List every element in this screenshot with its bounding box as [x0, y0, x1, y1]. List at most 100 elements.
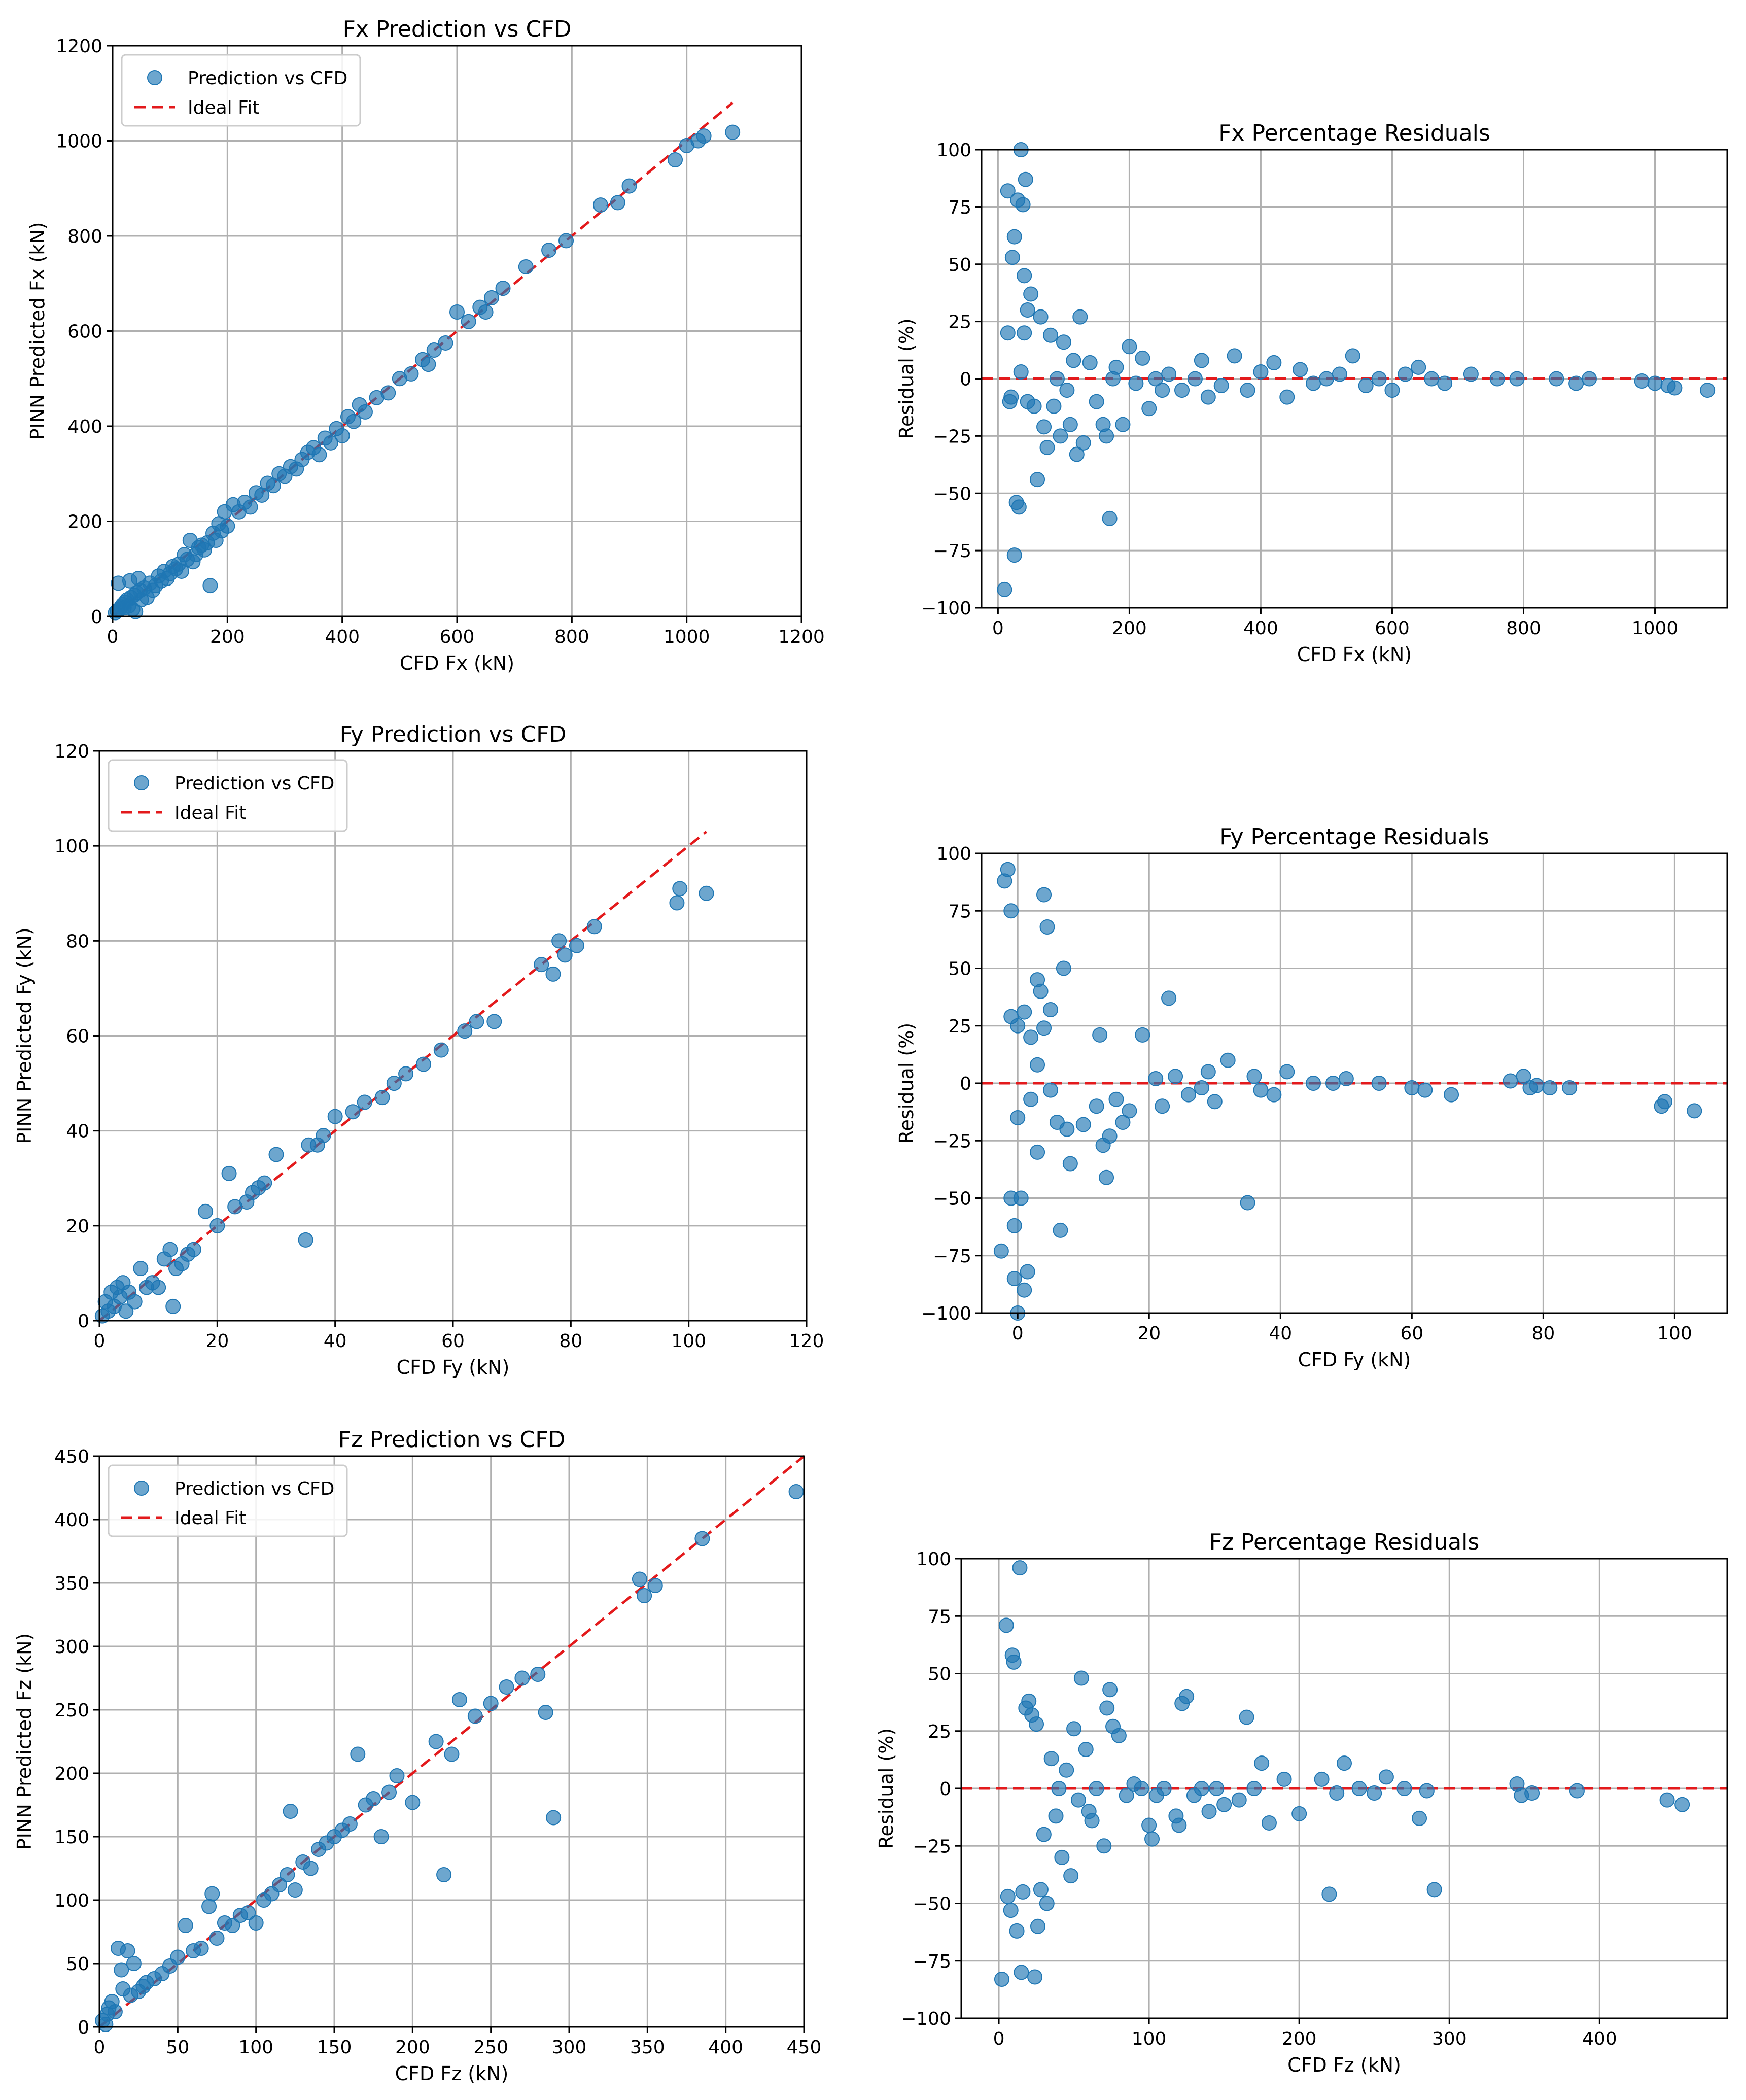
data-point: [107, 2004, 123, 2019]
data-point: [1000, 862, 1016, 877]
data-point: [1261, 1815, 1277, 1831]
x-tick-label: 120: [789, 1331, 824, 1352]
data-point: [405, 1795, 421, 1810]
ideal-fit-line: [98, 1455, 805, 2028]
data-point: [1003, 389, 1019, 405]
y-tick-label: 600: [67, 322, 102, 342]
data-point: [632, 1571, 647, 1587]
data-point: [1200, 1064, 1216, 1080]
data-point: [1030, 472, 1045, 488]
legend-label-prediction: Prediction vs CFD: [188, 68, 347, 89]
data-point: [257, 1175, 272, 1191]
data-point: [268, 1147, 284, 1162]
x-tick-label: 60: [1400, 1323, 1423, 1344]
data-point: [1043, 1751, 1059, 1767]
data-point: [1161, 990, 1177, 1006]
data-point: [1017, 268, 1032, 284]
data-point: [451, 1692, 467, 1707]
data-point: [345, 1104, 361, 1120]
chart-title: Fz Prediction vs CFD: [338, 1427, 566, 1453]
x-tick-label: 400: [1243, 618, 1278, 639]
x-tick-label: 0: [107, 627, 119, 647]
data-point: [1102, 1682, 1118, 1698]
data-point: [1033, 1882, 1049, 1898]
data-point: [186, 1242, 201, 1257]
data-point: [1135, 1027, 1150, 1043]
data-point: [1020, 302, 1035, 318]
fx-pred-chart: 0 200 400 600 800 1000 1200 0 200 400 600 800 1000 12…: [26, 16, 825, 674]
data-point: [162, 1242, 178, 1257]
x-tick-label: 20: [1137, 1323, 1161, 1344]
legend-label-ideal: Ideal Fit: [174, 803, 246, 823]
data-point: [1700, 383, 1716, 398]
y-axis-label: PINN Predicted Fx (kN): [26, 222, 49, 440]
data-point: [1000, 183, 1016, 199]
y-axis-label: Residual (%): [895, 1023, 918, 1144]
data-point: [1318, 371, 1334, 387]
data-point: [1015, 1884, 1031, 1900]
x-tick-label: 300: [1432, 2028, 1467, 2049]
data-point: [1529, 1078, 1545, 1093]
legend-label-prediction: Prediction vs CFD: [174, 1478, 334, 1499]
y-tick-label: 100: [54, 836, 89, 857]
data-point: [1332, 366, 1347, 382]
y-tick-label: 350: [54, 1573, 89, 1594]
data-point: [1029, 1716, 1044, 1732]
legend-label-ideal: Ideal Fit: [174, 1508, 246, 1529]
data-point: [1053, 1222, 1068, 1238]
y-tick-label: 25: [948, 312, 971, 333]
data-point: [357, 1094, 372, 1110]
data-point: [1021, 1693, 1037, 1709]
data-point: [1200, 389, 1216, 405]
data-point: [1412, 1810, 1427, 1826]
data-point: [438, 335, 453, 351]
data-point: [1509, 371, 1525, 387]
data-point: [374, 1090, 390, 1106]
data-point: [1078, 1741, 1094, 1757]
data-point: [220, 518, 235, 534]
data-point: [1099, 428, 1114, 444]
data-point: [1010, 1110, 1026, 1125]
data-point: [1240, 383, 1255, 398]
chart-title: Fy Prediction vs CFD: [340, 721, 567, 747]
data-point: [1398, 366, 1413, 382]
x-tick-label: 400: [1582, 2028, 1617, 2049]
data-point: [621, 178, 637, 194]
y-tick-label: 75: [948, 197, 971, 218]
data-point: [1062, 417, 1078, 432]
data-point: [1017, 1004, 1032, 1020]
data-point: [1659, 1792, 1675, 1808]
x-tick-label: 60: [441, 1331, 465, 1352]
x-axis-label: CFD Fy (kN): [1298, 1349, 1411, 1371]
data-point: [1051, 1781, 1067, 1796]
y-tick-label: −25: [933, 1131, 971, 1152]
data-point: [1006, 229, 1022, 245]
data-point: [1674, 1797, 1690, 1812]
y-tick-label: 400: [67, 417, 102, 437]
x-tick-label: 100: [1657, 1323, 1692, 1344]
y-tick-label: 200: [54, 1764, 89, 1784]
data-point: [1463, 366, 1479, 382]
data-point: [346, 414, 362, 429]
data-point: [1030, 1918, 1045, 1934]
data-point: [1134, 1781, 1149, 1796]
data-point: [242, 499, 258, 515]
data-point: [993, 1243, 1009, 1259]
x-axis-label: CFD Fy (kN): [397, 1356, 510, 1379]
data-point: [1030, 1144, 1045, 1160]
y-axis-label: PINN Predicted Fz (kN): [13, 1633, 36, 1850]
x-axis-label: CFD Fx (kN): [1297, 643, 1412, 666]
data-point: [1135, 350, 1150, 366]
data-point: [1054, 1849, 1070, 1865]
data-point: [1201, 1804, 1217, 1819]
data-point: [366, 1791, 381, 1806]
data-point: [1276, 1771, 1292, 1787]
data-point: [225, 1918, 240, 1933]
legend: Prediction vs CFD Ideal Fit: [108, 759, 348, 832]
data-point: [1213, 378, 1229, 394]
legend-marker-icon: [147, 70, 162, 85]
data-point: [1069, 446, 1085, 462]
x-tick-label: 400: [708, 2037, 743, 2058]
data-point: [1063, 1868, 1079, 1884]
chart-title: Fy Percentage Residuals: [1219, 824, 1489, 850]
